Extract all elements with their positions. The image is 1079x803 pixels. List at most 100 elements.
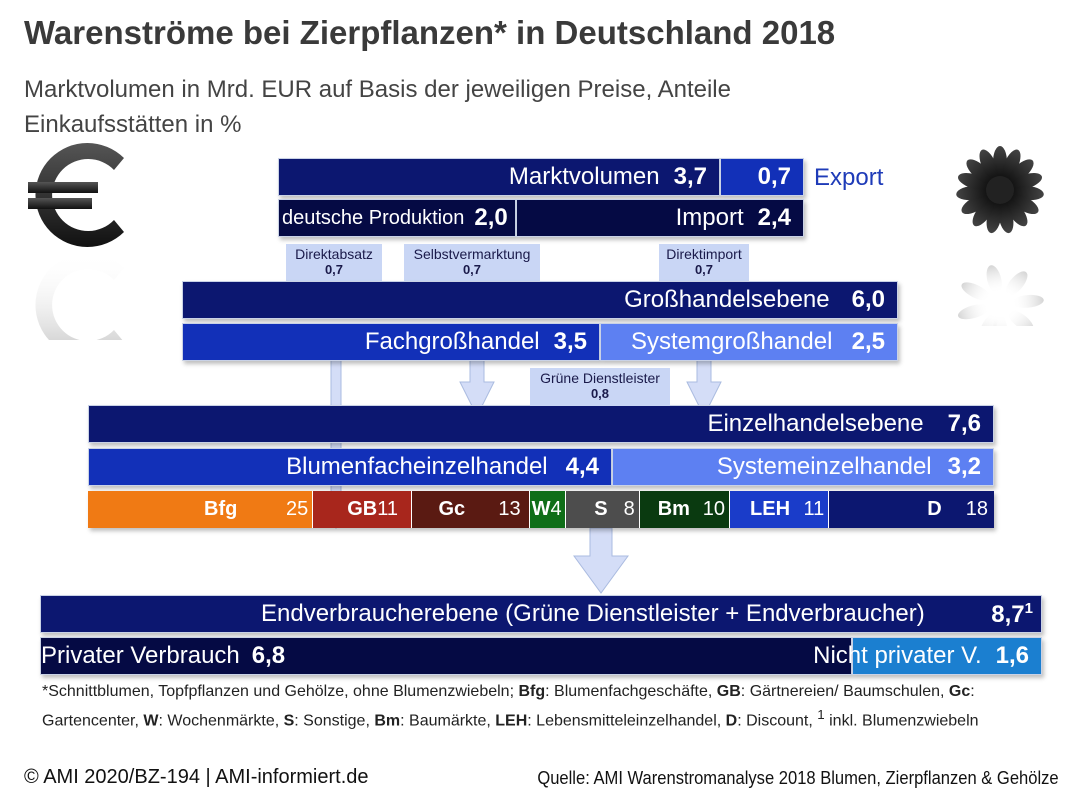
marktvolumen-bar: Marktvolumen 3,7: [278, 158, 720, 196]
tag-gruene-value: 0,8: [590, 386, 610, 401]
tag-selbstvermarktung-value: 0,7: [462, 262, 482, 277]
share-gc-value: 13: [498, 498, 521, 520]
copyright: © AMI 2020/BZ-194 | AMI-informiert.de: [24, 766, 369, 788]
privater-verbrauch-bar: Privater Verbrauch 6,8: [40, 637, 852, 675]
flower-icon: [948, 146, 1058, 344]
footnote-leh-key: LEH: [495, 712, 528, 730]
privater-verbrauch-label: Privater Verbrauch: [41, 642, 240, 669]
tag-gruene-label: Grüne Dienstleister: [540, 370, 660, 386]
footnote-bm: : Baumärkte,: [400, 712, 491, 730]
footnote: *Schnittblumen, Topfpflanzen und Gehölze…: [42, 680, 1042, 732]
einzelhandel-value: 7,6: [947, 410, 981, 437]
share-leh-key: LEH: [750, 498, 791, 520]
footnote-bm-key: Bm: [374, 712, 401, 730]
fachgrosshandel-bar: Fachgroßhandel 3,5: [182, 323, 600, 361]
tag-direktabsatz-label: Direktabsatz: [295, 246, 373, 262]
tag-selbstvermarktung-label: Selbstvermarktung: [413, 246, 531, 262]
arrow-endverbraucher: [573, 527, 629, 594]
produktion-bar: deutsche Produktion 2,0: [278, 199, 516, 237]
footnote-w: : Wochenmärkte,: [158, 712, 280, 730]
grosshandel-bar: Großhandelsebene 6,0: [182, 281, 898, 319]
systemeinzelhandel-bar: Systemeinzelhandel 3,2: [612, 448, 994, 486]
share-s-key: S: [594, 498, 608, 520]
footnote-s: : Sonstige,: [294, 712, 370, 730]
systemgrosshandel-bar: Systemgroßhandel 2,5: [600, 323, 898, 361]
endverbraucher-value: 8,71: [991, 600, 1033, 629]
endverbraucher-bar: Endverbraucherebene (Grüne Dienstleister…: [40, 595, 1042, 633]
blumenfacheinzelhandel-label: Blumenfacheinzelhandel: [286, 453, 548, 480]
produktion-value: 2,0: [474, 204, 508, 231]
marktvolumen-value: 3,7: [673, 163, 707, 190]
page-title: Warenströme bei Zierpflanzen* in Deutsch…: [24, 14, 836, 51]
marktvolumen-label: Marktvolumen: [508, 163, 660, 190]
footnote-bfg: : Blumenfachgeschäfte,: [545, 683, 713, 700]
systemeinzelhandel-value: 3,2: [947, 453, 981, 480]
tag-direktabsatz: Direktabsatz 0,7: [286, 244, 382, 282]
systemgrosshandel-value: 2,5: [851, 328, 885, 355]
export-label: Export: [814, 164, 884, 191]
share-w: W 4: [529, 491, 567, 528]
share-bfg-value: 25: [286, 498, 309, 520]
privater-verbrauch-value: 6,8: [251, 642, 286, 669]
endverbraucher-label: Endverbraucherebene (Grüne Dienstleister…: [261, 600, 925, 627]
share-bfg: Bfg 25: [88, 491, 314, 528]
footnote-gc: : Gartencenter,: [42, 683, 975, 730]
grosshandel-value: 6,0: [851, 286, 885, 313]
share-bm-value: 10: [702, 498, 726, 520]
einzelhandel-label: Einzelhandelsebene: [707, 410, 924, 437]
nicht-privater-value: 1,6: [995, 642, 1029, 669]
footnote-d: : Discount,: [737, 712, 813, 730]
share-s-value: 8: [623, 498, 635, 520]
source: Quelle: AMI Warenstromanalyse 2018 Blume…: [537, 768, 1059, 788]
footnote-bfg-key: Bfg: [518, 683, 546, 700]
footnote-star: *Schnittblumen, Topfpflanzen und Gehölze…: [42, 683, 515, 700]
einzelhandel-bar: Einzelhandelsebene 7,6: [88, 405, 994, 443]
share-gc-key: Gc: [438, 498, 466, 520]
share-gc: Gc 13: [412, 491, 530, 528]
share-gb-key: GB: [347, 498, 378, 520]
tag-direktimport-value: 0,7: [694, 262, 714, 277]
page-subtitle: Marktvolumen in Mrd. EUR auf Basis der j…: [24, 76, 731, 138]
euro-icon: [22, 140, 142, 357]
footnote-w-key: W: [143, 712, 159, 730]
tag-direktabsatz-value: 0,7: [324, 262, 344, 277]
footnote-one-sup: 1: [817, 707, 825, 722]
share-leh-value: 11: [803, 498, 825, 520]
nicht-privater-label: Nicht privater V.: [813, 642, 982, 669]
tag-direktimport-label: Direktimport: [666, 246, 742, 262]
export-value: 0,7: [757, 163, 791, 190]
footnote-one: inkl. Blumenzwiebeln: [829, 712, 979, 730]
share-s: S 8: [566, 491, 640, 528]
share-bm-key: Bm: [657, 498, 690, 520]
grosshandel-label: Großhandelsebene: [624, 286, 830, 313]
share-leh: LEH 11: [730, 491, 830, 528]
footnote-gb-key: GB: [716, 683, 741, 700]
footnote-gc-key: Gc: [948, 683, 971, 700]
share-w-key: W: [531, 498, 551, 520]
nicht-privater-bar: Nicht privater V. 1,6: [813, 637, 1042, 675]
share-d: D 18: [829, 491, 994, 528]
share-row: Bfg 25 GB 11 Gc 13 W 4 S 8 Bm 10 LEH 11 …: [88, 491, 994, 528]
import-label: Import: [675, 204, 744, 231]
arrow-fachgrosshandel: [459, 359, 495, 418]
share-bm: Bm 10: [639, 491, 731, 528]
share-w-value: 4: [550, 498, 562, 520]
footnote-s-key: S: [283, 712, 295, 730]
tag-direktimport: Direktimport 0,7: [659, 244, 749, 282]
footnote-gb: : Gärtnereien/ Baumschulen,: [740, 683, 945, 700]
share-d-value: 18: [965, 498, 988, 520]
endverbraucher-value-number: 8,7: [991, 600, 1025, 628]
arrow-systemgrosshandel: [686, 359, 722, 418]
blumenfacheinzelhandel-value: 4,4: [565, 453, 599, 480]
systemgrosshandel-label: Systemgroßhandel: [631, 328, 833, 355]
tag-selbstvermarktung: Selbstvermarktung 0,7: [404, 244, 540, 282]
export-bar: 0,7: [720, 158, 804, 196]
footnote-leh: : Lebensmitteleinzelhandel,: [527, 712, 722, 730]
fachgrosshandel-value: 3,5: [553, 328, 587, 355]
footnote-d-key: D: [725, 712, 738, 730]
import-value: 2,4: [757, 204, 791, 231]
share-bfg-key: Bfg: [204, 498, 238, 520]
blumenfacheinzelhandel-bar: Blumenfacheinzelhandel 4,4: [88, 448, 612, 486]
share-gb-value: 11: [377, 498, 399, 520]
produktion-label: deutsche Produktion: [282, 206, 465, 229]
